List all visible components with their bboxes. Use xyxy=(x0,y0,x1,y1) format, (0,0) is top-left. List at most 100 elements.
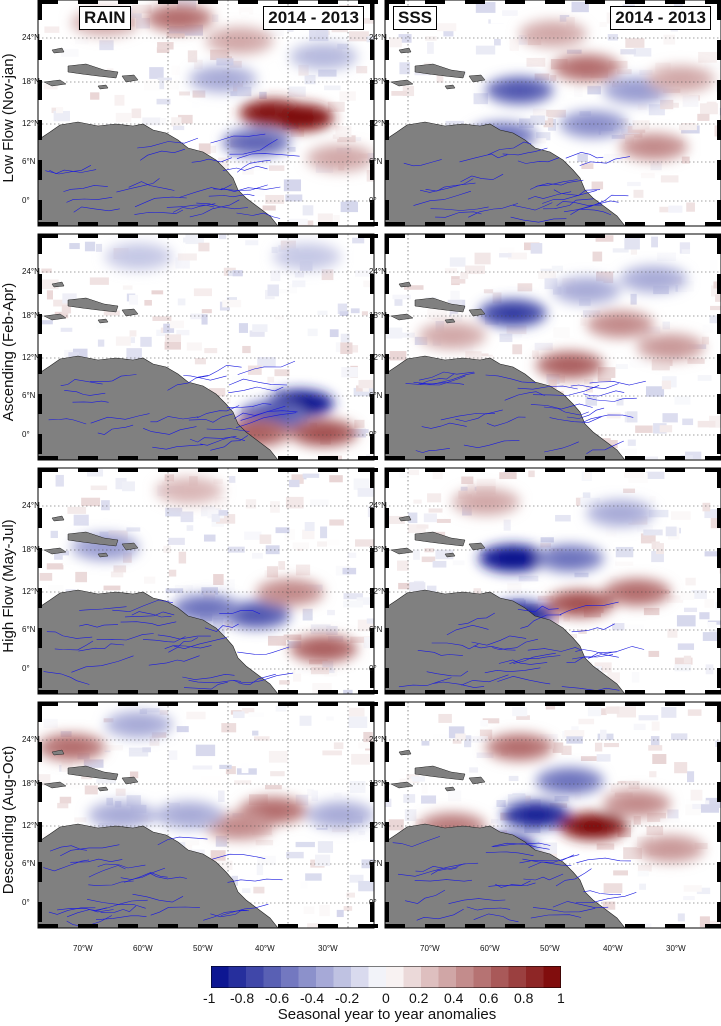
anomaly-core xyxy=(568,59,605,76)
latitude-tick-label: 12°N xyxy=(369,587,387,596)
longitude-tick-label: 50°W xyxy=(540,944,560,953)
river-network xyxy=(405,371,646,455)
anomaly-core xyxy=(104,807,140,823)
colorbar-swatch xyxy=(281,966,299,988)
colorbar-swatch xyxy=(473,966,492,988)
rain-tag: RAIN xyxy=(79,6,131,30)
latitude-tick-label: 24°N xyxy=(369,33,387,42)
colorbar-tick-label: 0.8 xyxy=(514,990,534,1006)
anomaly-core xyxy=(305,424,342,441)
colorbar-swatch xyxy=(508,966,527,988)
anomaly-core xyxy=(188,600,224,617)
latitude-tick-label: 24°N xyxy=(369,267,387,276)
anomaly-core xyxy=(238,606,275,623)
anomaly-core xyxy=(171,807,208,823)
anomaly-core xyxy=(467,493,504,510)
latitude-tick-label: 6°N xyxy=(22,157,36,166)
latitude-tick-label: 24°N xyxy=(22,267,40,276)
river-network xyxy=(48,360,298,451)
map-panel-rain-low-flow: RAIN 2014 - 2013 xyxy=(37,0,378,227)
colorbar-swatch xyxy=(246,966,264,988)
latitude-tick-label: 12°N xyxy=(22,119,40,128)
anomaly-core xyxy=(551,357,588,374)
anomaly-core xyxy=(575,116,612,133)
land-mass xyxy=(38,281,279,460)
river-network xyxy=(45,133,300,219)
latitude-tick-label: 0° xyxy=(369,898,377,907)
map-canvas xyxy=(384,233,721,461)
map-panel-sss-ascending xyxy=(384,233,721,461)
map-panel-sss-descending xyxy=(384,701,721,929)
map-canvas xyxy=(37,467,378,695)
colorbar-swatch xyxy=(298,966,317,988)
latitude-tick-label: 0° xyxy=(22,430,30,439)
latitude-tick-label: 18°N xyxy=(22,545,40,554)
anomaly-core xyxy=(619,82,655,99)
longitude-tick-label: 40°W xyxy=(255,944,275,953)
colorbar-swatch xyxy=(228,966,247,988)
colorbar-tick-label: 0 xyxy=(382,990,390,1006)
anomaly-core xyxy=(434,327,471,344)
anomaly-core xyxy=(635,271,672,288)
anomaly-core xyxy=(204,71,241,88)
longitude-tick-label: 30°W xyxy=(318,944,338,953)
anomaly-core xyxy=(652,339,689,355)
anomaly-core xyxy=(602,505,639,522)
latitude-tick-label: 0° xyxy=(369,196,377,205)
map-panel-sss-low-flow: SSS 2014 - 2013 xyxy=(384,0,721,227)
latitude-tick-label: 24°N xyxy=(369,735,387,744)
latitude-tick-label: 0° xyxy=(22,664,30,673)
map-frame xyxy=(384,467,721,695)
latitude-tick-label: 18°N xyxy=(369,545,387,554)
anomaly-field xyxy=(38,710,374,841)
colorbar-swatch xyxy=(351,966,369,988)
colorbar-swatch xyxy=(438,966,457,988)
anomaly-core xyxy=(120,248,157,265)
map-frame xyxy=(37,701,378,929)
map-canvas xyxy=(37,0,378,227)
years-tag: 2014 - 2013 xyxy=(263,6,364,30)
colorbar-swatch xyxy=(386,966,404,988)
anomaly-core xyxy=(535,25,571,42)
latitude-tick-label: 12°N xyxy=(369,353,387,362)
latitude-tick-label: 18°N xyxy=(369,779,387,788)
map-frame xyxy=(384,0,721,227)
latitude-tick-label: 12°N xyxy=(22,587,40,596)
anomaly-core xyxy=(221,32,258,49)
map-canvas xyxy=(384,467,721,695)
sss-tag: SSS xyxy=(393,6,438,30)
latitude-tick-label: 12°N xyxy=(369,119,387,128)
anomaly-core xyxy=(518,807,555,823)
row-label: Descending (Aug-Oct) xyxy=(0,745,17,895)
longitude-tick-label: 70°W xyxy=(73,944,93,953)
row-label: Ascending (Feb-Apr) xyxy=(0,282,17,422)
anomaly-core xyxy=(305,640,342,657)
anomaly-core xyxy=(161,10,198,27)
latitude-tick-label: 12°N xyxy=(22,353,40,362)
years-tag: 2014 - 2013 xyxy=(610,6,711,30)
land-mass xyxy=(38,47,279,226)
latitude-tick-label: 6°N xyxy=(22,859,36,868)
anomaly-core xyxy=(494,305,531,322)
land-mass xyxy=(385,47,626,226)
longitude-tick-label: 30°W xyxy=(666,944,686,953)
latitude-tick-label: 18°N xyxy=(22,77,40,86)
row-label: High Flow (May-Jul) xyxy=(0,519,17,653)
land-mass xyxy=(385,281,626,460)
anomaly-core xyxy=(305,48,342,65)
map-canvas xyxy=(384,0,721,227)
latitude-tick-label: 18°N xyxy=(369,77,387,86)
land-mass xyxy=(38,749,279,928)
latitude-tick-label: 18°N xyxy=(22,779,40,788)
latitude-tick-label: 24°N xyxy=(22,735,40,744)
latitude-tick-label: 24°N xyxy=(369,501,387,510)
river-network xyxy=(403,141,630,223)
anomaly-core xyxy=(501,82,538,99)
map-canvas xyxy=(384,701,721,929)
latitude-tick-label: 6°N xyxy=(369,391,383,400)
colorbar-tick-label: 0.2 xyxy=(409,990,429,1006)
longitude-tick-label: 40°W xyxy=(603,944,623,953)
colorbar-swatch xyxy=(368,966,387,988)
anomaly-core xyxy=(602,316,639,333)
